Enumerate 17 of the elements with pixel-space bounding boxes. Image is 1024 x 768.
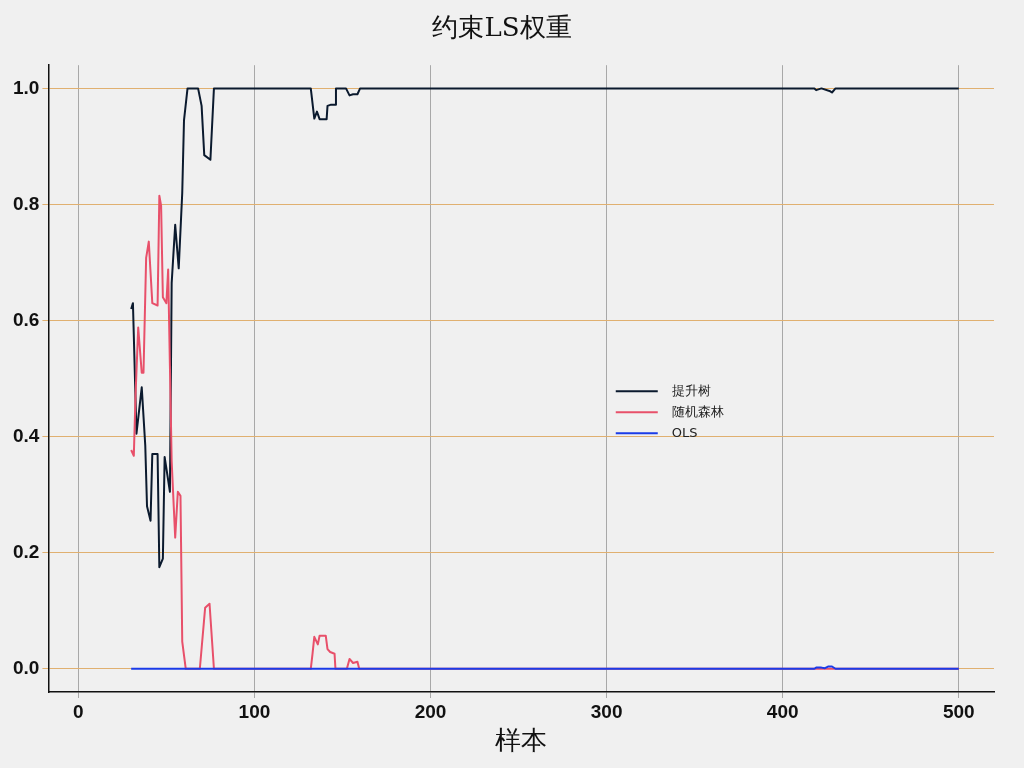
y-tick-label: 0.2 [12,540,40,562]
y-tick-label: 0.8 [12,192,40,214]
chart-title: 约束LS权重 [432,12,572,43]
y-tick-label: 1.0 [12,76,40,98]
x-tick-label: 200 [414,700,447,722]
legend-label: OLS [671,424,698,440]
x-axis-title: 样本 [495,725,548,756]
legend-label: 提升树 [671,382,711,398]
legend-label: 随机森林 [671,403,724,419]
y-tick-label: 0.4 [12,424,40,446]
x-tick-label: 500 [942,700,975,722]
x-tick-label: 100 [238,700,271,722]
y-tick-label: 0.6 [12,308,40,330]
x-tick-label: 0 [73,700,84,722]
x-tick-label: 300 [590,700,623,722]
y-tick-label: 0.0 [12,657,40,679]
x-tick-label: 400 [766,700,799,722]
